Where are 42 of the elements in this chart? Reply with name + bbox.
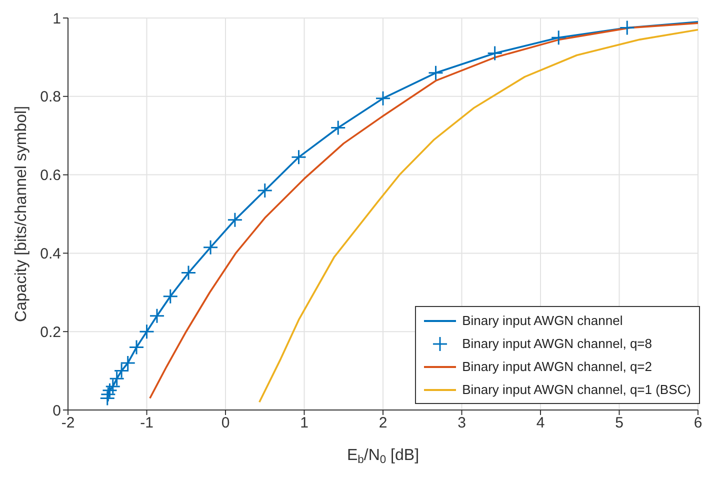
point [162,288,178,304]
point [139,324,154,340]
point [100,390,116,406]
point [619,20,635,36]
point [290,149,306,165]
x-tick-label: 2 [378,414,388,432]
point [180,265,196,281]
legend-label: Binary input AWGN channel, q=1 (BSC) [462,382,691,397]
point [109,370,125,386]
y-tick-label: 0 [52,402,61,420]
x-tick-label: 5 [615,414,624,432]
x-tick-label: -1 [140,414,154,432]
x-tick-label: 0 [221,414,230,432]
point [128,340,144,356]
y-tick-label: 0.6 [40,167,61,184]
legend-label: Binary input AWGN channel [462,313,623,328]
x-axis-title: E$_{b}$/N$_{0}$ [dB] [346,447,420,466]
legend-label: Binary input AWGN channel, q=2 [462,359,652,374]
point [114,363,130,379]
point [330,120,346,136]
point [105,378,121,394]
y-tick-label: 0.4 [40,246,61,263]
x-tick-label: 4 [536,414,545,432]
x-tick-label: 6 [694,414,702,432]
point [202,240,218,256]
y-tick-label: 0.8 [40,88,61,106]
legend-label: Binary input AWGN channel, q=8 [462,336,652,351]
point [227,212,243,228]
point [428,65,444,81]
point [149,308,165,324]
point [120,355,136,371]
y-tick-label: 0.2 [40,324,61,341]
point [375,90,391,106]
x-tick-label: 1 [300,414,308,432]
y-tick-label: 1 [52,10,61,28]
point [487,46,503,62]
point [257,182,273,198]
x-tick-label: -2 [61,414,75,432]
y-axis-title: Capacity [bits/channel symbol] [13,106,30,322]
x-tick-label: 3 [458,414,466,432]
point [550,30,566,46]
line-series [258,28,698,404]
